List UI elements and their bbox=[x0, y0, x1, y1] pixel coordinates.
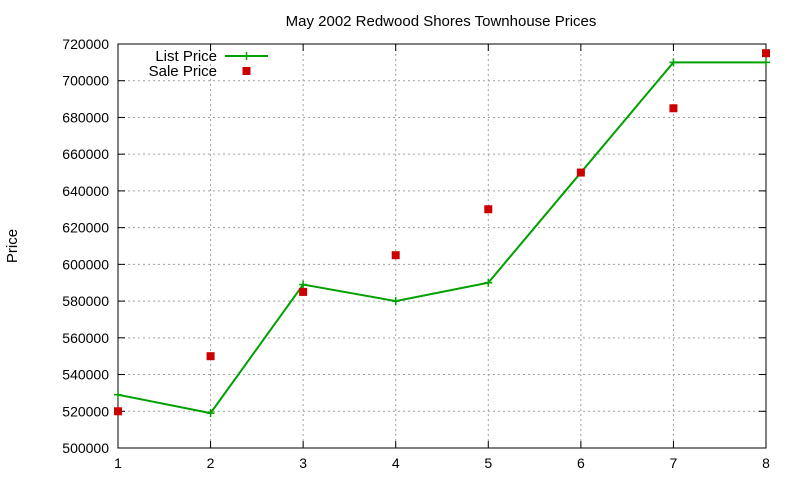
list-price-point bbox=[484, 278, 493, 287]
legend-label: List Price bbox=[155, 48, 217, 65]
y-tick-label: 680000 bbox=[62, 109, 109, 125]
y-tick-label: 720000 bbox=[62, 36, 109, 52]
grid-lines bbox=[118, 44, 766, 448]
y-tick-label: 580000 bbox=[62, 293, 109, 309]
legend-label: Sale Price bbox=[149, 63, 217, 80]
sale-price-point bbox=[669, 104, 678, 113]
legend-marker bbox=[242, 67, 251, 75]
x-tick-label: 8 bbox=[762, 455, 770, 471]
list-price-point bbox=[669, 58, 678, 67]
plot-frame bbox=[117, 43, 767, 449]
x-tick-label: 5 bbox=[484, 455, 492, 471]
list-price-point bbox=[762, 58, 770, 67]
list-price-point bbox=[391, 297, 400, 306]
y-tick-label: 600000 bbox=[62, 256, 109, 272]
x-tick-label: 1 bbox=[114, 455, 122, 471]
series-layer bbox=[114, 49, 770, 418]
y-tick-label: 520000 bbox=[62, 403, 109, 419]
x-tick-label: 2 bbox=[207, 455, 215, 471]
x-axis-ticks: 1 2 3 4 5 6 7 8 bbox=[114, 44, 770, 471]
list-price-point bbox=[206, 409, 215, 418]
sale-price-point bbox=[576, 168, 585, 177]
y-tick-label: 700000 bbox=[62, 73, 109, 89]
legend-marker bbox=[242, 52, 251, 60]
series-2 bbox=[114, 49, 770, 416]
y-axis-ticks: 500000 520000 540000 560000 580000 600000 6200… bbox=[62, 36, 766, 456]
y-tick-label: 660000 bbox=[62, 146, 109, 162]
list-price-point bbox=[299, 280, 308, 289]
sale-price-point bbox=[206, 352, 215, 361]
sale-price-point bbox=[114, 407, 122, 416]
x-tick-label: 4 bbox=[392, 455, 400, 471]
y-tick-label: 620000 bbox=[62, 220, 109, 236]
y-tick-label: 540000 bbox=[62, 367, 109, 383]
list-price-line bbox=[117, 61, 766, 415]
x-tick-label: 6 bbox=[577, 455, 585, 471]
x-tick-label: 7 bbox=[670, 455, 678, 471]
sale-price-point bbox=[762, 49, 770, 58]
y-axis-title: Price bbox=[4, 229, 21, 263]
y-tick-label: 640000 bbox=[62, 183, 109, 199]
y-tick-label: 500000 bbox=[62, 440, 109, 456]
list-price-point bbox=[114, 390, 122, 399]
sale-price-point bbox=[299, 287, 308, 296]
y-tick-label: 560000 bbox=[62, 330, 109, 346]
x-tick-label: 3 bbox=[299, 455, 307, 471]
chart-title: May 2002 Redwood Shores Townhouse Prices bbox=[286, 13, 597, 30]
sale-price-point bbox=[391, 251, 400, 260]
sale-price-point bbox=[484, 205, 493, 214]
